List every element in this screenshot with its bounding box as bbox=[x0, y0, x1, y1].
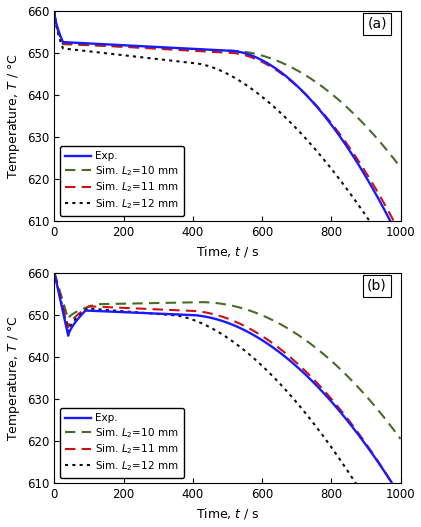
Legend: Exp., Sim. $L_2$=10 mm, Sim. $L_2$=11 mm, Sim. $L_2$=12 mm: Exp., Sim. $L_2$=10 mm, Sim. $L_2$=11 mm… bbox=[59, 408, 184, 478]
Y-axis label: Temperature, $T$ / °C: Temperature, $T$ / °C bbox=[5, 315, 21, 441]
Text: (a): (a) bbox=[367, 17, 387, 31]
Y-axis label: Temperature, $T$ / °C: Temperature, $T$ / °C bbox=[5, 53, 21, 179]
X-axis label: Time, $t$ / s: Time, $t$ / s bbox=[195, 506, 259, 521]
Legend: Exp., Sim. $L_2$=10 mm, Sim. $L_2$=11 mm, Sim. $L_2$=12 mm: Exp., Sim. $L_2$=10 mm, Sim. $L_2$=11 mm… bbox=[59, 146, 184, 216]
X-axis label: Time, $t$ / s: Time, $t$ / s bbox=[195, 245, 259, 259]
Text: (b): (b) bbox=[367, 279, 387, 293]
